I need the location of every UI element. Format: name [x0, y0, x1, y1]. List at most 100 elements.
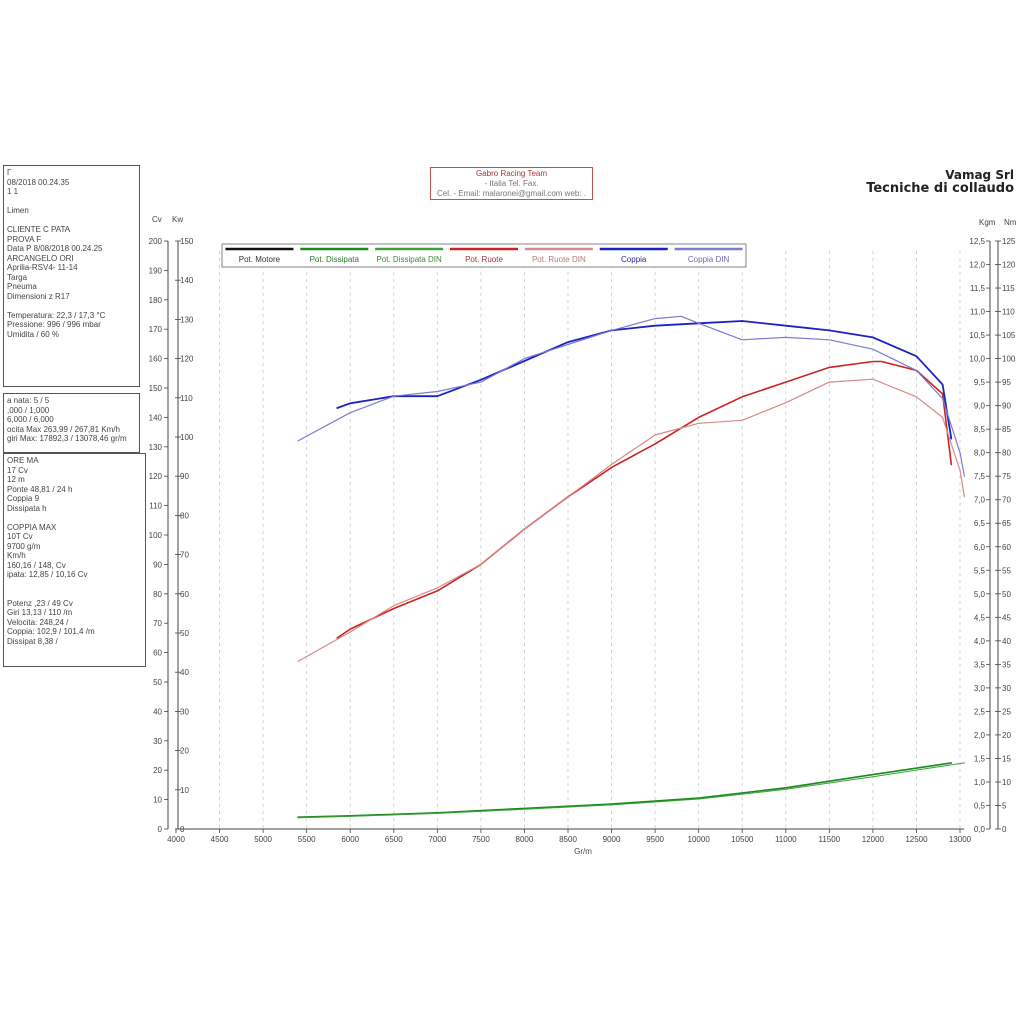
cv-tick-label: 180 — [149, 296, 163, 305]
kgm-tick-label: 11,5 — [970, 284, 986, 293]
kgm-tick-label: 2,0 — [974, 731, 986, 740]
kw-tick-label: 150 — [180, 237, 194, 246]
company-block: Vamag Srl Tecniche di collaudo — [866, 169, 1014, 196]
test-info-panel: Г 08/2018 00.24.35 1 1 Limen CLIENTE C PATA P… — [3, 165, 140, 387]
cv-tick-label: 0 — [158, 825, 163, 834]
x-tick-label: 13000 — [949, 835, 972, 844]
info-line: ,000 / 1,000 — [7, 405, 50, 415]
legend-label: Pot. Ruote DIN — [532, 255, 586, 264]
info-line: Dissipat 8,38 / — [7, 636, 58, 646]
company-name: Vamag Srl — [945, 168, 1014, 182]
kgm-tick-label: 1,5 — [974, 754, 986, 763]
max-values-panel: ORE MA 17 Cv 12 m Ponte 48,81 / 24 h Coppi… — [3, 453, 146, 667]
team-name: Gabro Racing Team — [476, 169, 547, 178]
legend-label: Pot. Motore — [239, 255, 281, 264]
nm-tick-label: 100 — [1002, 355, 1016, 364]
info-line: 160,16 / 148, Cv — [7, 560, 66, 570]
kgm-tick-label: 10,5 — [969, 331, 985, 340]
x-tick-label: 5000 — [254, 835, 272, 844]
kgm-tick-label: 12,0 — [969, 261, 985, 270]
kgm-tick-label: 0,0 — [974, 825, 986, 834]
chart-axes: 4000 4500 5000 5500 6000 6500 7000 7500 8000 8500… — [149, 215, 1017, 856]
info-line: Km/h — [7, 551, 26, 560]
kgm-tick-label: 2,5 — [974, 707, 986, 716]
legend-label: Pot. Dissipata DIN — [376, 255, 442, 264]
x-tick-label: 9000 — [603, 835, 621, 844]
kgm-tick-label: 3,5 — [974, 660, 986, 669]
chart-legend: Pot. Motore Pot. Dissipata Pot. Dissipata … — [221, 243, 747, 268]
nm-tick-label: 75 — [1002, 472, 1011, 481]
x-tick-label: 7000 — [428, 835, 446, 844]
nm-tick-label: 30 — [1002, 684, 1011, 693]
info-line: Dimensioni z R17 — [7, 291, 70, 301]
cv-tick-label: 200 — [149, 237, 163, 246]
info-line: COPPIA MAX — [7, 522, 57, 532]
kw-tick-label: 100 — [180, 433, 194, 442]
info-line: Coppia 9 — [7, 494, 40, 503]
kgm-tick-label: 9,0 — [974, 402, 986, 411]
series-line — [297, 762, 965, 819]
kgm-tick-label: 6,0 — [974, 543, 986, 552]
x-tick-label: 12000 — [862, 835, 885, 844]
info-line: ORE MA — [7, 456, 39, 465]
cv-tick-label: 90 — [153, 560, 162, 569]
cv-tick-label: 50 — [153, 678, 162, 687]
cv-tick-label: 110 — [149, 502, 162, 511]
nm-tick-label: 110 — [1002, 308, 1015, 317]
info-line: 6,000 / 6,000 — [7, 415, 54, 424]
kgm-tick-label: 4,0 — [974, 637, 986, 646]
series-line — [297, 378, 966, 663]
kgm-tick-label: 0,5 — [974, 801, 986, 810]
chart-grid — [219, 251, 961, 829]
info-line: Giri 13,13 / 110 /m — [7, 608, 73, 617]
kgm-tick-label: 9,5 — [974, 378, 986, 387]
info-line: Ponte 48,81 / 24 h — [7, 484, 73, 494]
nm-tick-label: 55 — [1002, 566, 1011, 575]
nm-tick-label: 50 — [1002, 590, 1011, 599]
nm-tick-label: 10 — [1002, 778, 1011, 787]
nm-tick-label: 70 — [1002, 496, 1011, 505]
info-line: 9700 g/m — [7, 541, 41, 551]
info-line: Potenz ,23 / 49 Cv — [7, 598, 73, 608]
info-line: Targa — [7, 272, 28, 282]
kgm-tick-label: 5,5 — [974, 566, 986, 575]
cv-tick-label: 130 — [149, 443, 163, 452]
cv-tick-label: 60 — [153, 649, 162, 658]
nm-tick-label: 25 — [1002, 707, 1011, 716]
series-line — [297, 762, 953, 819]
info-line: a nata: 5 / 5 — [7, 396, 50, 405]
kw-tick-label: 110 — [180, 394, 193, 403]
team-header-box: Gabro Racing Team - Italia Tel. Fax. Cel… — [430, 167, 593, 200]
cv-tick-label: 160 — [149, 355, 163, 364]
kw-tick-label: 20 — [180, 747, 189, 756]
legend-label: Coppia — [621, 255, 647, 264]
cv-axis-label: Cv — [152, 215, 162, 224]
info-line: giri Max: 17892,3 / 13078,46 gr/m — [7, 434, 127, 443]
x-tick-label: 12500 — [905, 835, 928, 844]
x-tick-label: 8000 — [516, 835, 534, 844]
team-phone: - Italia Tel. Fax. — [484, 179, 539, 188]
nm-tick-label: 95 — [1002, 378, 1011, 387]
nm-tick-label: 5 — [1002, 801, 1007, 810]
x-tick-label: 10500 — [731, 835, 754, 844]
cv-tick-label: 190 — [149, 266, 163, 275]
legend-label: Pot. Dissipata — [310, 255, 360, 264]
info-line: 08/2018 00.24.35 — [7, 177, 70, 187]
nm-tick-label: 35 — [1002, 660, 1011, 669]
info-line: ipata: 12,85 / 10,16 Cv — [7, 570, 88, 579]
cv-tick-label: 120 — [149, 472, 163, 481]
kgm-tick-label: 7,5 — [974, 472, 986, 481]
x-tick-label: 7500 — [472, 835, 490, 844]
cv-tick-label: 40 — [153, 707, 162, 716]
kgm-tick-label: 4,5 — [974, 613, 986, 622]
x-tick-label: 11000 — [775, 835, 797, 844]
nm-tick-label: 60 — [1002, 543, 1011, 552]
kw-tick-label: 40 — [180, 668, 189, 677]
kw-tick-label: 120 — [180, 355, 194, 364]
info-line: Temperatura: 22,3 / 17,3 °C — [7, 310, 106, 320]
kw-tick-label: 60 — [180, 590, 189, 599]
x-tick-label: 5500 — [298, 835, 316, 844]
kw-tick-label: 30 — [180, 707, 189, 716]
legend-label: Pot. Ruote — [465, 255, 503, 264]
